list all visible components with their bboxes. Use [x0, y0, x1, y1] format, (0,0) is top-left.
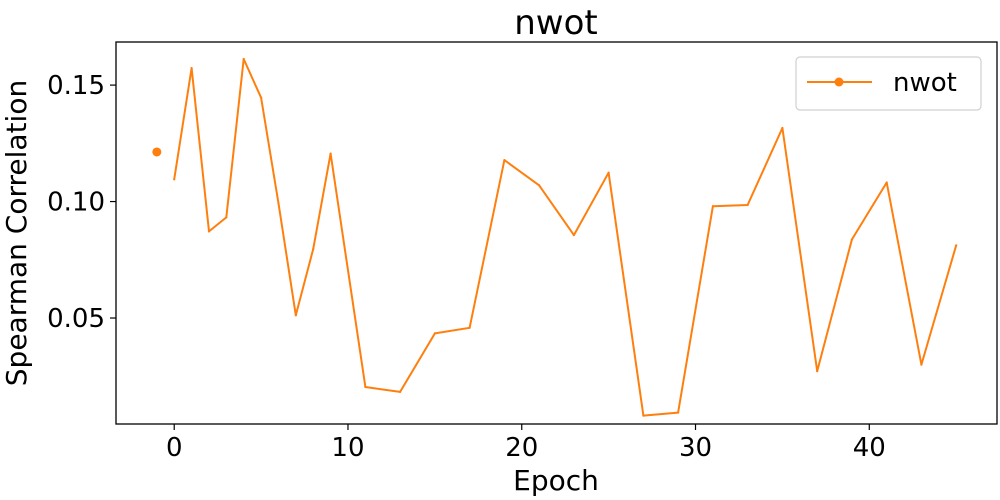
data-point: [364, 385, 367, 389]
y-tick-label: 0.10: [47, 188, 105, 218]
data-point: [955, 244, 958, 247]
legend: nwot: [795, 56, 982, 111]
x-tick-label: 10: [331, 433, 364, 463]
x-tick-label: 30: [679, 433, 712, 463]
x-tick-label: 40: [853, 433, 886, 463]
data-point: [503, 158, 506, 162]
data-point: [642, 414, 645, 417]
data-point: [885, 181, 888, 184]
y-tick-label: 0.05: [47, 304, 105, 334]
legend-label: nwot: [893, 68, 957, 98]
data-point: [242, 57, 245, 61]
data-point: [677, 411, 680, 414]
data-point: [433, 332, 436, 335]
data-point: [468, 326, 471, 329]
y-tick-label: 0.15: [47, 71, 105, 101]
legend-box: [795, 56, 982, 111]
y-axis-label: Spearman Correlation: [0, 80, 33, 386]
data-point: [329, 152, 332, 155]
x-axis-label: Epoch: [513, 464, 599, 497]
data-point: [277, 202, 280, 205]
data-point: [711, 205, 714, 208]
data-point: [816, 370, 819, 373]
data-point: [173, 178, 176, 181]
data-point: [746, 203, 749, 207]
data-point: [572, 233, 575, 237]
x-tick-label: 0: [166, 433, 183, 463]
series-marker-point: [152, 147, 162, 157]
data-point: [850, 238, 854, 241]
series-line-nwot: [173, 58, 958, 417]
legend-marker: [834, 77, 844, 87]
data-point: [538, 184, 541, 187]
chart-title: nwot: [514, 3, 598, 43]
data-point: [607, 171, 610, 174]
data-point: [312, 247, 315, 251]
x-tick-label: 20: [505, 433, 538, 463]
data-point: [259, 96, 263, 99]
data-point: [399, 390, 402, 393]
data-point: [920, 363, 923, 366]
data-point: [190, 66, 193, 70]
data-point: [781, 126, 784, 130]
data-point: [294, 314, 297, 317]
data-point: [207, 230, 211, 233]
plot-area-frame: [115, 41, 998, 425]
data-point: [225, 216, 228, 219]
